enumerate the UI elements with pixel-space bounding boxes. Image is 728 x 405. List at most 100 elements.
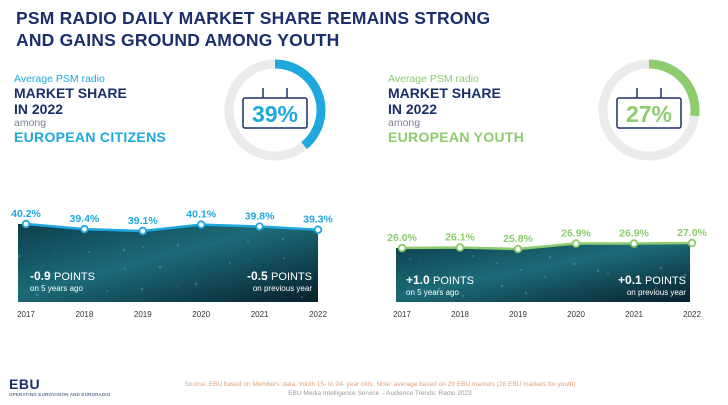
chart-texture	[17, 254, 21, 258]
chart-texture	[142, 246, 144, 248]
data-label: 26.9%	[619, 228, 649, 240]
chart-texture	[548, 255, 552, 259]
chart-texture	[281, 237, 285, 241]
chart-youth: 26.0% 2017 26.1% 2018 25.8% 2019 26.9% 2020 26.9…	[387, 227, 707, 319]
data-label: 39.3%	[303, 214, 333, 226]
chart-texture	[299, 276, 303, 280]
footer-service-line: EBU Media Intelligence Service – Audienc…	[288, 390, 472, 397]
annotation-note: on previous year	[627, 288, 686, 297]
annotation-note: on 5 years ago	[30, 284, 83, 293]
x-tick-label: 2018	[451, 310, 469, 319]
chart-texture	[124, 268, 126, 270]
donut-right-value: 27%	[626, 101, 672, 127]
chart-texture	[89, 270, 91, 272]
chart-texture	[158, 265, 162, 269]
chart-texture	[419, 261, 421, 263]
chart-texture	[679, 294, 681, 296]
series-line	[401, 241, 693, 251]
data-label: 40.2%	[11, 208, 41, 220]
donut-right-arc	[598, 59, 700, 161]
chart-texture	[520, 269, 522, 271]
chart-texture	[283, 257, 285, 259]
chart-texture	[683, 273, 687, 277]
data-label: 39.1%	[128, 215, 158, 227]
data-point	[138, 226, 147, 236]
x-tick-label: 2021	[251, 310, 269, 319]
kpi-left-line2a: MARKET SHARE	[14, 85, 127, 101]
chart-texture	[35, 293, 39, 297]
chart-band	[18, 224, 318, 302]
chart-texture	[35, 275, 37, 277]
chart-texture	[212, 242, 214, 244]
chart-texture	[578, 286, 580, 288]
data-point	[513, 244, 523, 254]
page-title-line2: AND GAINS GROUND AMONG YOUTH	[16, 30, 340, 50]
chart-texture	[467, 275, 469, 277]
data-point	[196, 220, 206, 229]
chart-texture	[448, 291, 450, 293]
chart-texture	[631, 280, 633, 282]
chart-texture	[607, 273, 609, 275]
x-tick-label: 2021	[625, 310, 643, 319]
x-tick-label: 2020	[567, 310, 585, 319]
page-title-line1: PSM RADIO DAILY MARKET SHARE REMAINS STR…	[16, 8, 491, 28]
donut-citizens: 39%	[224, 59, 326, 161]
chart-texture	[230, 281, 232, 283]
data-label: 25.8%	[503, 233, 533, 245]
chart-citizens: 40.2% 2017 39.4% 2018 39.1% 2019 40.1% 2020 39.8…	[11, 208, 333, 319]
chart-texture	[602, 293, 604, 295]
annotation-value: -0.5 POINTS	[247, 269, 312, 283]
chart-texture	[655, 287, 657, 289]
chart-texture	[461, 294, 465, 298]
chart-texture	[70, 273, 72, 275]
kpi-european-youth: Average PSM radio MARKET SHARE IN 2022 a…	[388, 73, 588, 146]
footer-source-line: Source: EBU based on Members' data. Yout…	[184, 381, 576, 388]
x-tick-label: 2019	[134, 310, 152, 319]
data-point	[571, 239, 581, 248]
chart-texture	[472, 255, 474, 257]
chart-texture	[122, 248, 126, 252]
kpi-left-line3: among	[14, 117, 47, 129]
chart-texture	[544, 276, 546, 278]
data-label: 39.8%	[245, 211, 275, 223]
data-point	[629, 239, 639, 248]
donut-left-arc	[224, 59, 326, 161]
chart-texture	[88, 251, 90, 253]
donut-left-value: 39%	[252, 101, 298, 127]
kpi-left-line4: EUROPEAN CITIZENS	[14, 129, 167, 145]
data-point	[313, 225, 323, 234]
chart-texture	[554, 279, 556, 281]
chart-texture	[194, 264, 196, 266]
chart-texture	[596, 269, 600, 273]
chart-texture	[248, 259, 250, 261]
chart-band	[396, 243, 692, 302]
kpi-right-line3: among	[388, 117, 421, 129]
footer-source: Source: EBU based on Members' data. Yout…	[160, 380, 600, 398]
data-point	[455, 243, 465, 252]
x-tick-label: 2020	[192, 310, 210, 319]
data-label: 39.4%	[70, 213, 100, 225]
ebu-logo-mark: EBU	[9, 376, 41, 392]
annotation-value: -0.9 POINTS	[30, 269, 95, 283]
ebu-logo-sub: OPERATING EUROVISION AND EURORADIO	[9, 392, 111, 397]
x-tick-label: 2022	[683, 310, 701, 319]
data-label: 26.0%	[387, 232, 417, 244]
chart-texture	[176, 243, 180, 247]
kpi-european-citizens: Average PSM radio MARKET SHARE IN 2022 a…	[14, 73, 214, 146]
data-point	[397, 243, 407, 253]
annotation-note: on 5 years ago	[406, 288, 459, 297]
chart-texture	[301, 296, 303, 298]
chart-texture	[71, 292, 73, 294]
x-tick-label: 2017	[393, 310, 411, 319]
chart-texture	[106, 290, 108, 292]
data-label: 27.0%	[677, 227, 707, 239]
chart-texture	[265, 279, 267, 281]
ebu-logo: EBU OPERATING EUROVISION AND EURORADIO	[9, 376, 110, 397]
chart-texture	[572, 262, 576, 266]
chart-texture	[53, 253, 55, 255]
kpi-right-line2a: MARKET SHARE	[388, 85, 501, 101]
kpi-right-line4: EUROPEAN YOUTH	[388, 129, 525, 145]
annotation-note: on previous year	[253, 284, 312, 293]
chart-texture	[443, 268, 445, 270]
page-title: PSM RADIO DAILY MARKET SHARE REMAINS STR…	[16, 7, 576, 51]
